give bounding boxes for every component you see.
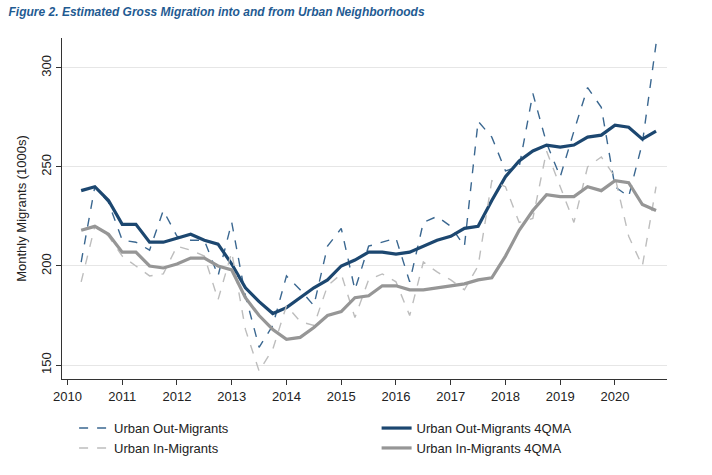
svg-text:Urban Out-Migrants 4QMA: Urban Out-Migrants 4QMA <box>417 421 572 436</box>
svg-text:Urban In-Migrants: Urban In-Migrants <box>114 441 219 456</box>
svg-text:2018: 2018 <box>491 389 520 404</box>
svg-text:2010: 2010 <box>53 389 82 404</box>
svg-text:2019: 2019 <box>546 389 575 404</box>
svg-text:150: 150 <box>39 352 54 374</box>
svg-text:250: 250 <box>39 154 54 176</box>
svg-text:2014: 2014 <box>272 389 301 404</box>
svg-text:2015: 2015 <box>327 389 356 404</box>
svg-text:2020: 2020 <box>601 389 630 404</box>
svg-text:Urban Out-Migrants: Urban Out-Migrants <box>114 421 229 436</box>
svg-text:2011: 2011 <box>108 389 136 404</box>
svg-text:Urban In-Migrants 4QMA: Urban In-Migrants 4QMA <box>417 441 562 456</box>
svg-text:2016: 2016 <box>382 389 411 404</box>
svg-text:2012: 2012 <box>163 389 192 404</box>
svg-text:200: 200 <box>39 253 54 275</box>
svg-text:2013: 2013 <box>217 389 246 404</box>
svg-text:2017: 2017 <box>436 389 465 404</box>
svg-text:300: 300 <box>39 55 54 77</box>
svg-text:Figure 2. Estimated Gross Migr: Figure 2. Estimated Gross Migration into… <box>9 5 425 19</box>
svg-text:Monthly Migrants (1000s): Monthly Migrants (1000s) <box>14 135 29 282</box>
